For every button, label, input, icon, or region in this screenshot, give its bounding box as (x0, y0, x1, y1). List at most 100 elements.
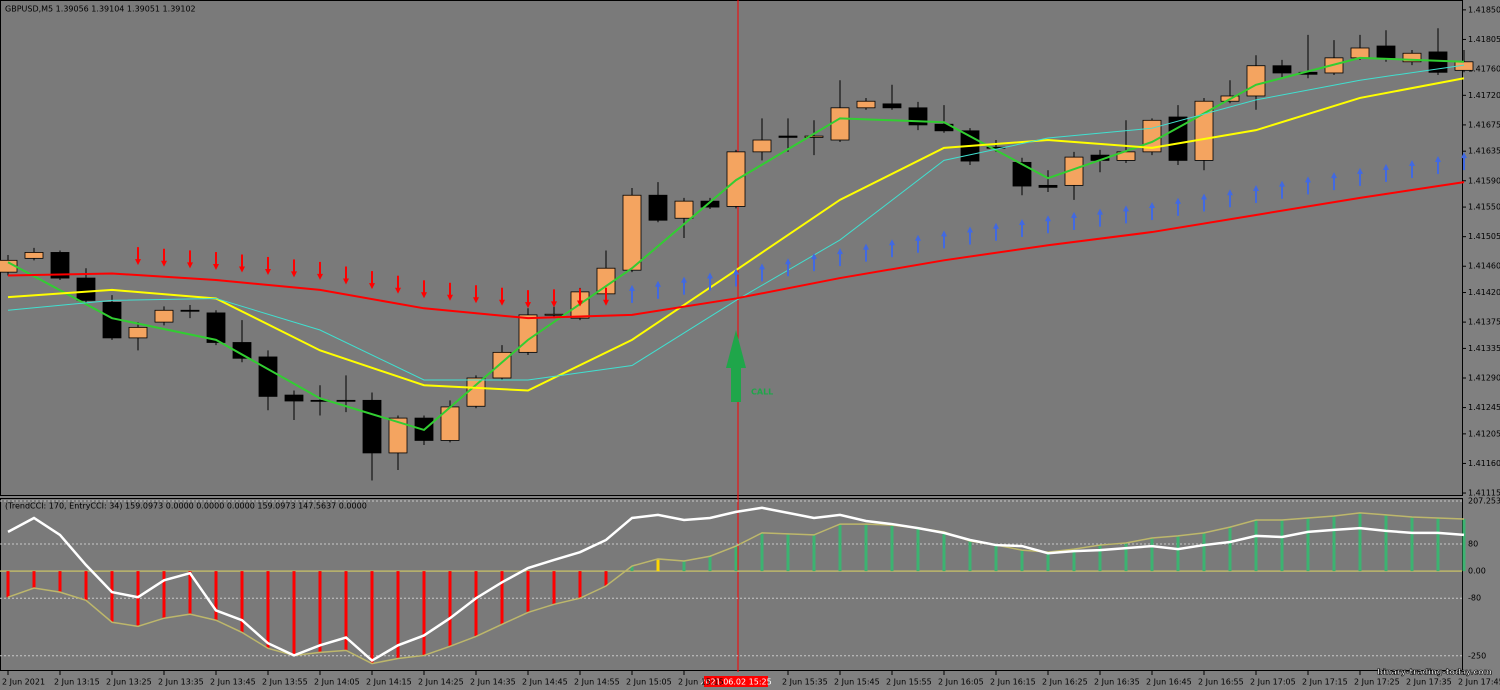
signal-head (499, 299, 505, 306)
y-tick-label: 1.41720 (1468, 91, 1500, 100)
x-tick-label: 2 Jun 16:55 (1198, 678, 1244, 687)
signal-head (681, 276, 687, 283)
y-tick-label: 1.41850 (1468, 5, 1500, 14)
candle-body (1038, 184, 1058, 188)
chart-title: GBPUSD,M5 1.39056 1.39104 1.39051 1.3910… (5, 5, 196, 14)
signal-head (213, 264, 219, 271)
candle-body (830, 107, 850, 141)
signal-head (1357, 167, 1363, 174)
signal-head (1253, 184, 1259, 191)
signal-head (785, 258, 791, 265)
candle-body (388, 417, 408, 454)
candle-body (284, 394, 304, 402)
y-tick-label: 1.41460 (1468, 262, 1500, 271)
signal-head (1383, 163, 1389, 170)
candle-body (752, 139, 772, 153)
signal-head (1045, 215, 1051, 222)
y-tick-label: 1.41160 (1468, 459, 1500, 468)
call-arrow (726, 330, 746, 402)
signal-head (525, 302, 531, 309)
candle-body (154, 309, 174, 323)
y-tick-label: 1.41590 (1468, 176, 1500, 185)
x-tick-label: 2 Jun 14:25 (418, 678, 464, 687)
signal-head (421, 292, 427, 299)
candle-body (128, 326, 148, 339)
candle-body (674, 200, 694, 219)
candle-body (1402, 52, 1422, 63)
y-tick-label: 1.41205 (1468, 429, 1500, 438)
signal-head (161, 260, 167, 267)
candle-body (544, 313, 564, 316)
x-tick-label: 2 Jun 17:25 (1354, 678, 1400, 687)
signal-head (135, 259, 141, 266)
signal-head (629, 284, 635, 291)
signal-head (759, 263, 765, 270)
x-tick-label: 2 Jun 15:35 (782, 678, 828, 687)
x-tick-label: 2 Jun 15:05 (626, 678, 672, 687)
cci-line (7, 512, 1465, 665)
signal-head (447, 294, 453, 301)
x-tick-label: 2 Jun 13:25 (106, 678, 152, 687)
candle-body (1012, 161, 1032, 187)
candle-body (1168, 116, 1188, 161)
signal-head (317, 273, 323, 280)
signal-head (707, 272, 713, 279)
y-tick-label: 1.41505 (1468, 232, 1500, 241)
candle-body (180, 309, 200, 312)
candle-body (362, 399, 382, 454)
signal-head (1409, 159, 1415, 166)
candle-body (1272, 65, 1292, 74)
candle-body (856, 100, 876, 109)
signal-head (265, 268, 271, 275)
x-tick-label: 2 Jun 14:35 (470, 678, 516, 687)
y-tick-label: 0.00 (1468, 567, 1486, 576)
candle-body (1246, 65, 1266, 97)
x-tick-label: 2 Jun 13:35 (158, 678, 204, 687)
candle-body (50, 252, 70, 279)
x-tick-label: 2 Jun 13:15 (54, 678, 100, 687)
x-tick-label: 2 Jun 16:35 (1094, 678, 1140, 687)
signal-head (863, 243, 869, 250)
signal-head (915, 234, 921, 241)
price-panel (0, 0, 1463, 496)
candle-body (778, 135, 798, 138)
signal-head (941, 230, 947, 237)
candle-body (882, 103, 902, 109)
signal-head (967, 226, 973, 233)
y-tick-label: 1.41635 (1468, 147, 1500, 156)
x-tick-label: 2 Jun 17:45 (1458, 678, 1500, 687)
signal-head (1019, 218, 1025, 225)
signal-head (1279, 180, 1285, 187)
signal-head (1097, 208, 1103, 215)
signal-head (1305, 176, 1311, 183)
y-tick-label: 1.41420 (1468, 288, 1500, 297)
signal-head (811, 253, 817, 260)
candle-body (466, 377, 486, 407)
signal-head (1175, 197, 1181, 204)
y-tick-label: 1.41550 (1468, 203, 1500, 212)
cci-panel (0, 498, 1463, 671)
signal-head (1435, 156, 1441, 163)
y-tick-label: -250 (1468, 651, 1486, 660)
signal-head (889, 239, 895, 246)
cursor-label: 2021.06.02 15:25 (700, 678, 771, 687)
signal-head (473, 297, 479, 304)
y-tick-label: 1.41245 (1468, 403, 1500, 412)
candle-body (622, 194, 642, 271)
x-tick-label: 2 Jun 17:15 (1302, 678, 1348, 687)
y-tick-label: 1.41760 (1468, 65, 1500, 74)
moving-average (7, 181, 1465, 320)
signal-head (733, 268, 739, 275)
candle-body (258, 356, 278, 397)
candle-body (76, 277, 96, 301)
signal-head (1331, 172, 1337, 179)
signal-head (369, 283, 375, 290)
watermark: binary-trading-today.com (1377, 668, 1492, 677)
y-tick-label: 1.41375 (1468, 318, 1500, 327)
x-tick-label: 2 Jun 17:05 (1250, 678, 1296, 687)
x-tick-label: 2 Jun 14:15 (366, 678, 412, 687)
x-tick-label: 2 Jun 15:55 (886, 678, 932, 687)
signal-head (551, 301, 557, 308)
signal-head (187, 262, 193, 269)
